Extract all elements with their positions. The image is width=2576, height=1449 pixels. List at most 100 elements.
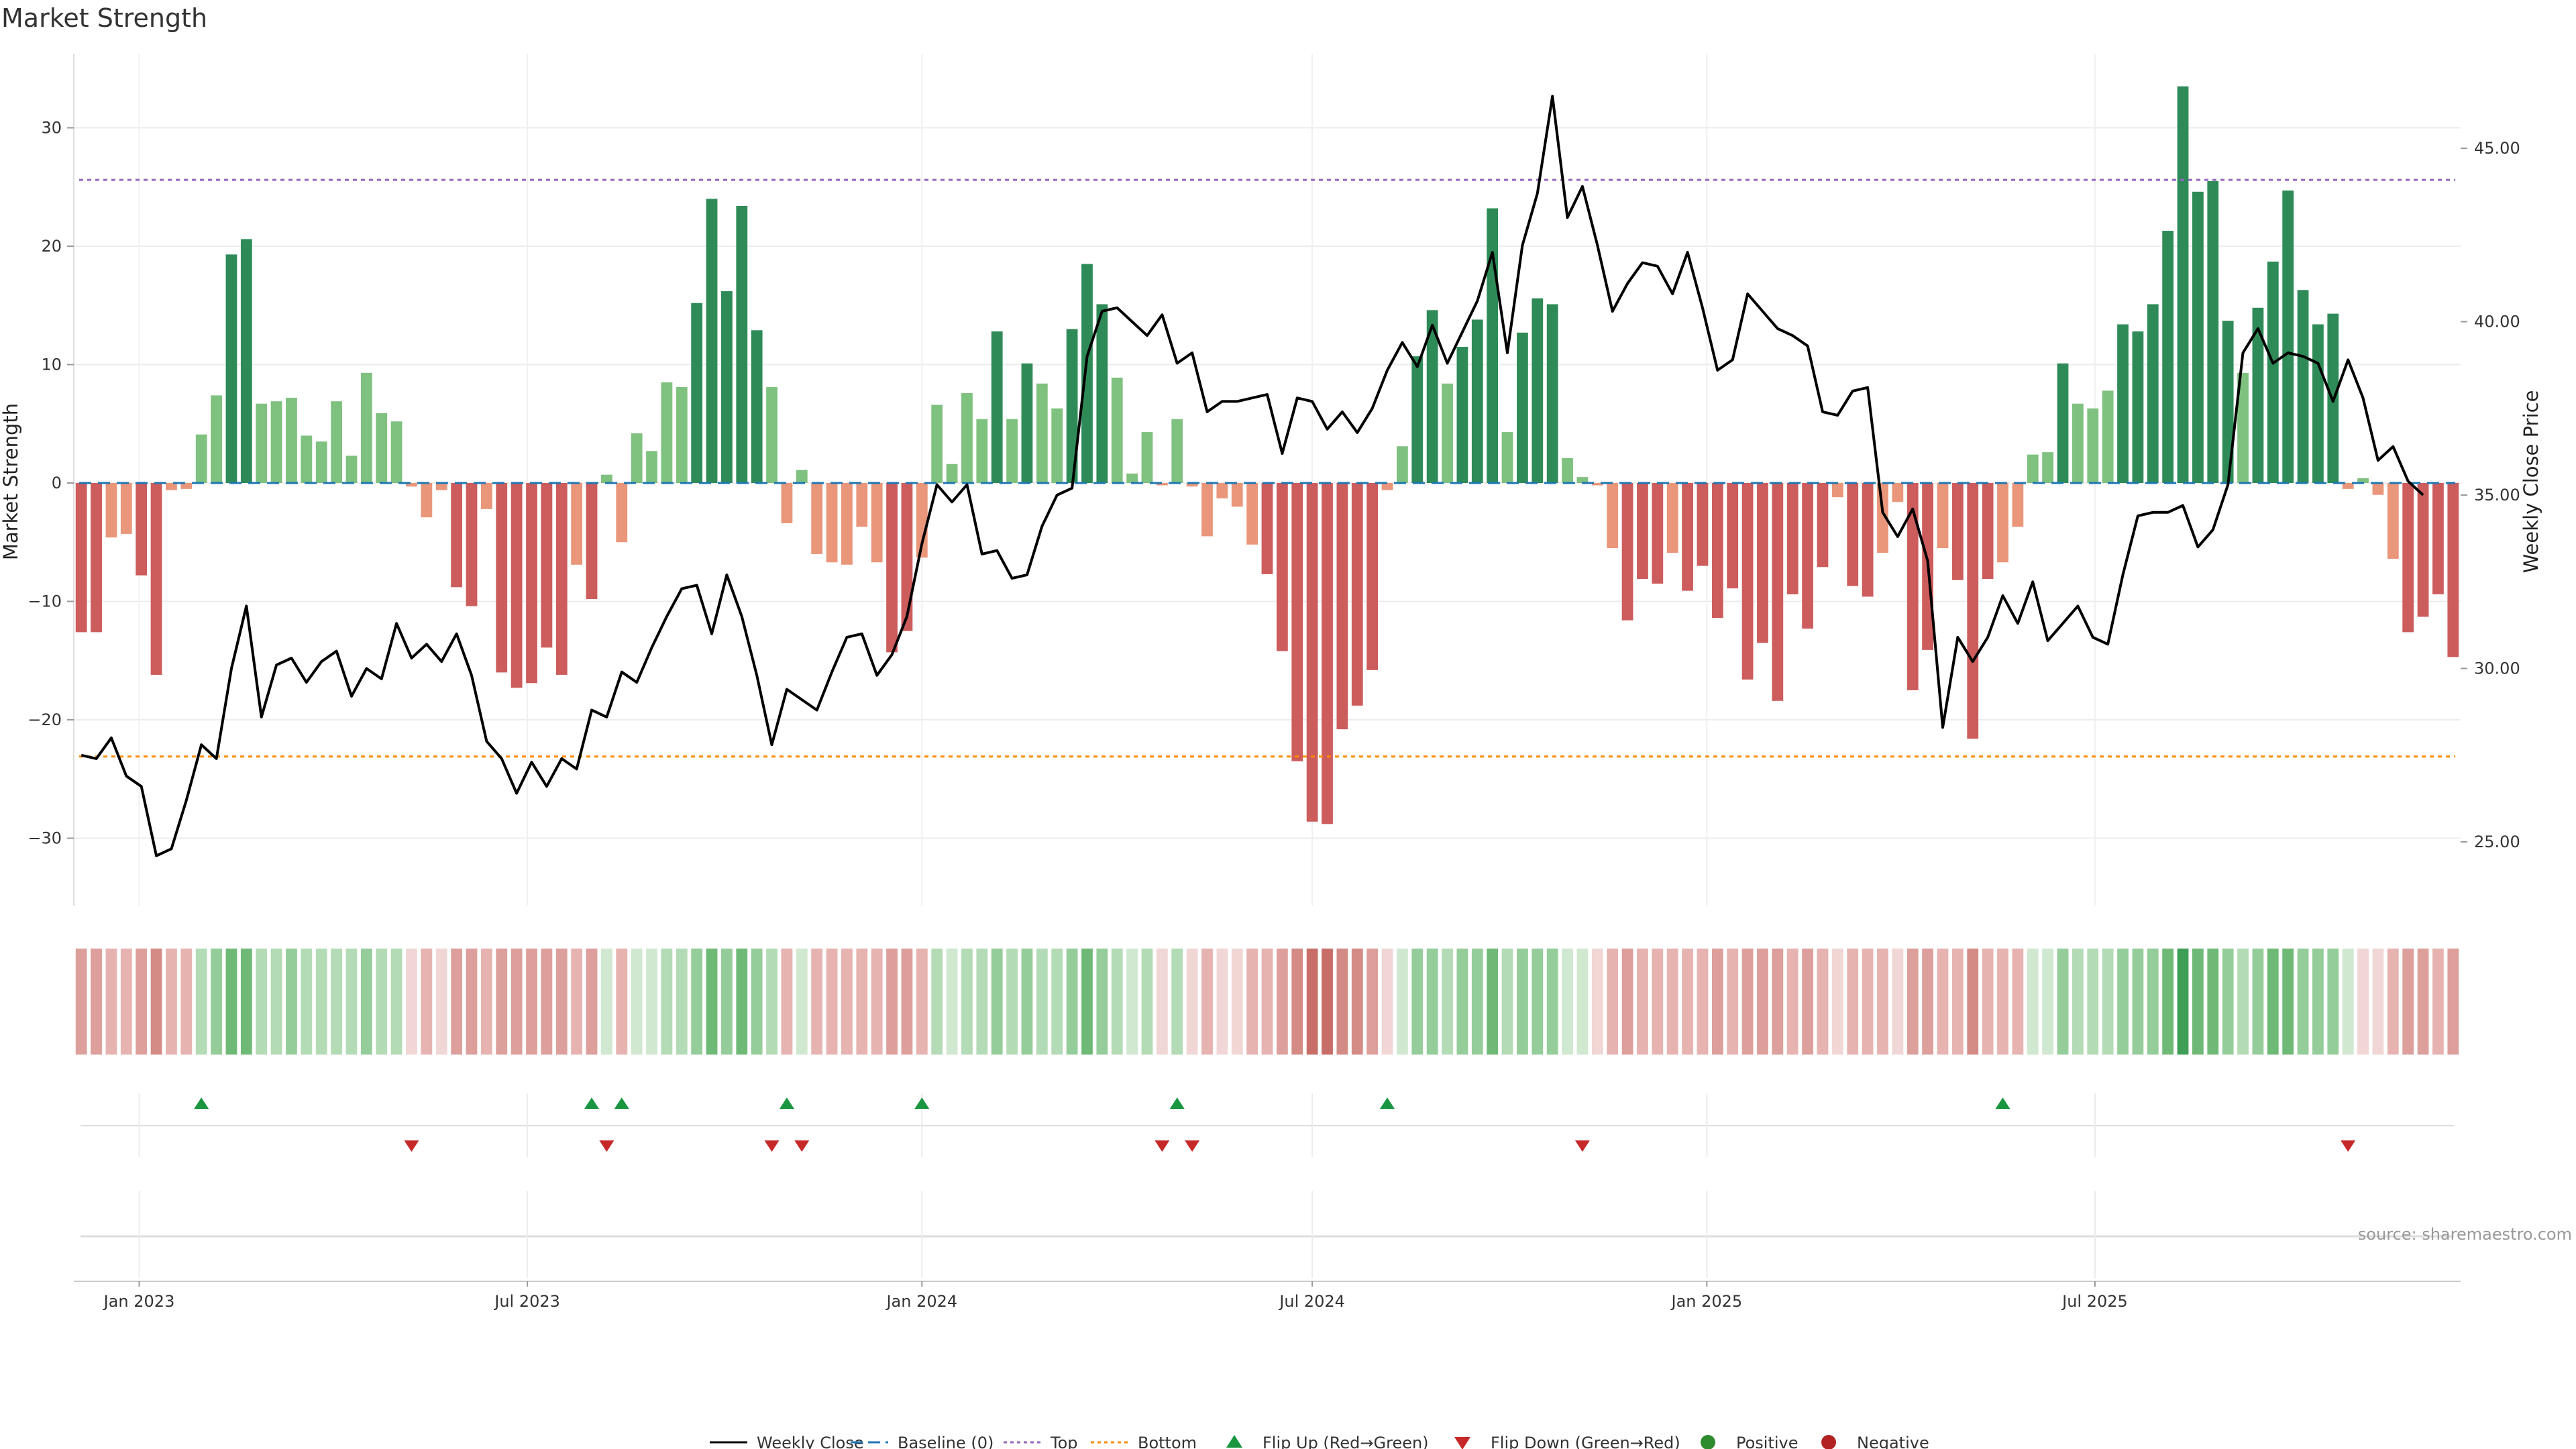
- strength-bar: [691, 303, 703, 483]
- strength-bar: [1456, 347, 1468, 483]
- strength-bar: [1186, 483, 1198, 487]
- heat-cell: [2132, 949, 2144, 1055]
- heat-cell: [901, 949, 913, 1055]
- flip-down-marker: [599, 1140, 614, 1152]
- legend-item: Flip Down (Green→Red): [1454, 1434, 1680, 1449]
- strength-bar: [1231, 483, 1243, 507]
- strength-bar: [256, 403, 268, 483]
- strength-bar: [2192, 191, 2204, 483]
- heat-cell: [736, 949, 748, 1055]
- flip-down-marker: [764, 1140, 780, 1152]
- heat-cell: [1291, 949, 1303, 1055]
- strength-bar: [166, 483, 177, 490]
- heat-cell: [2417, 949, 2429, 1055]
- reference-lines: [79, 178, 2455, 758]
- flip-down-legend-icon: [1454, 1437, 1470, 1449]
- heat-cell: [1081, 949, 1093, 1055]
- heat-cell: [2297, 949, 2309, 1055]
- strength-bar: [1246, 483, 1258, 545]
- heat-cell: [751, 949, 763, 1055]
- flip-up-marker: [614, 1097, 629, 1109]
- heat-cell: [931, 949, 943, 1055]
- strength-bar: [286, 397, 297, 483]
- strength-bar: [1967, 483, 1979, 739]
- strength-heat-strip: [75, 949, 2459, 1055]
- strength-bar: [1621, 483, 1633, 621]
- strength-bar: [240, 239, 252, 483]
- strength-bar: [1517, 332, 1528, 483]
- strength-bar: [2267, 261, 2279, 483]
- strength-bar: [1201, 483, 1213, 537]
- x-tick-label: Jul 2024: [1278, 1292, 1345, 1311]
- heat-cell: [1471, 949, 1483, 1055]
- strength-bar: [2252, 307, 2264, 483]
- heat-cell: [796, 949, 808, 1055]
- x-tick-label: Jan 2025: [1670, 1292, 1742, 1311]
- strength-bar: [376, 413, 388, 483]
- strength-bar: [1607, 483, 1619, 549]
- heat-cell: [345, 949, 358, 1055]
- strength-bar: [2447, 483, 2459, 657]
- legend-label: Baseline (0): [898, 1434, 994, 1449]
- heat-cell: [1877, 949, 1888, 1055]
- flip-up-marker: [1995, 1097, 2010, 1109]
- legend-dot-icon: [1701, 1435, 1715, 1449]
- strength-bar: [91, 483, 102, 633]
- heat-cell: [1682, 949, 1693, 1055]
- strength-bar: [646, 451, 657, 483]
- strength-bar: [961, 392, 973, 483]
- strength-bar: [1276, 483, 1288, 651]
- heat-cell: [1697, 949, 1709, 1055]
- heat-cell: [1652, 949, 1664, 1055]
- strength-bar: [136, 483, 148, 576]
- heat-cell: [1517, 949, 1528, 1055]
- heat-cell: [136, 949, 148, 1055]
- strength-bar: [1111, 377, 1123, 483]
- strength-bar: [421, 483, 433, 518]
- heat-cell: [466, 949, 478, 1055]
- legend-item: Negative: [1821, 1434, 1929, 1449]
- heat-cell: [1201, 949, 1213, 1055]
- legend-dot-icon: [1821, 1435, 1836, 1449]
- strength-bar: [721, 291, 733, 483]
- legend: Weekly Close Baseline (0) Top Bottom Flip Up…: [710, 1434, 1929, 1449]
- heat-cell: [2162, 949, 2174, 1055]
- strength-bar: [1156, 483, 1168, 486]
- strength-bar: [1591, 483, 1603, 486]
- strength-bar: [2177, 86, 2189, 484]
- strength-bar: [150, 483, 162, 675]
- strength-bar: [511, 483, 523, 688]
- heat-cell: [166, 949, 177, 1055]
- heat-cell: [2282, 949, 2294, 1055]
- strength-bar: [2087, 408, 2099, 483]
- heat-cell: [946, 949, 958, 1055]
- strength-bar: [2432, 483, 2444, 594]
- flip-markers-panel: [80, 1093, 2454, 1157]
- y-tick-label: 10: [41, 356, 62, 374]
- heat-cell: [2312, 949, 2324, 1055]
- flip-down-marker: [1185, 1140, 1200, 1152]
- y-tick-label: −20: [28, 710, 62, 729]
- strength-bar: [1487, 208, 1499, 483]
- strength-bar: [976, 419, 988, 483]
- strength-bar: [120, 483, 132, 534]
- strength-bar: [841, 483, 853, 565]
- heat-cell: [1381, 949, 1393, 1055]
- heat-cell: [1711, 949, 1723, 1055]
- strength-bar: [195, 434, 207, 483]
- strength-bar: [1951, 483, 1964, 580]
- heat-cell: [75, 949, 87, 1055]
- x-tick-label: Jul 2023: [493, 1292, 560, 1311]
- heat-cell: [2057, 949, 2069, 1055]
- heat-cell: [661, 949, 673, 1055]
- strength-bar: [2162, 231, 2174, 483]
- strength-bar: [1982, 483, 1994, 579]
- strength-bar: [1171, 419, 1183, 483]
- heat-cell: [976, 949, 988, 1055]
- strength-bar: [586, 483, 598, 599]
- strength-bar: [796, 470, 808, 483]
- strength-bar: [345, 455, 358, 483]
- heat-cell: [1456, 949, 1468, 1055]
- heat-cell: [721, 949, 733, 1055]
- heat-cell: [1937, 949, 1949, 1055]
